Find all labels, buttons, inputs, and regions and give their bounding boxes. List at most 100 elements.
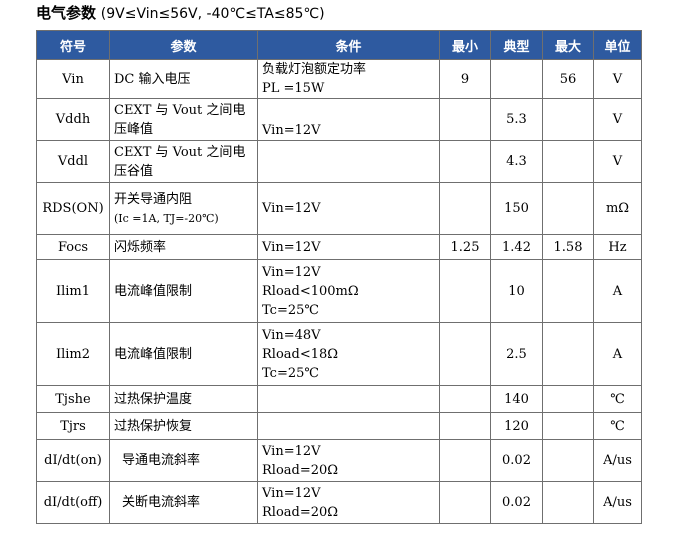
column-header: 单位	[593, 30, 642, 60]
typ-cell: 1.42	[490, 234, 543, 260]
typ-cell	[490, 59, 543, 99]
unit-cell: V	[593, 140, 642, 183]
symbol-cell: Tjrs	[36, 412, 110, 440]
condition-line: Vin=12V	[262, 443, 321, 459]
param-note: (Ic =1A, TJ=-20℃)	[114, 211, 219, 225]
condition-cell: Vin=48V Rload<18Ω Tc=25℃	[257, 322, 440, 386]
condition-cell: Vin=12V Rload=20Ω	[257, 439, 440, 482]
max-cell: 1.58	[542, 234, 594, 260]
param-line: 开关导通内阻	[114, 191, 193, 207]
condition-cell	[257, 385, 440, 413]
param-cell: 电流峰值限制	[109, 259, 258, 323]
condition-cell	[257, 140, 440, 183]
typ-cell: 140	[490, 385, 543, 413]
min-cell	[439, 140, 491, 183]
condition-line: Vin=12V	[262, 485, 321, 501]
heading-title: 电气参数	[36, 4, 97, 22]
min-cell	[439, 439, 491, 482]
typ-cell: 0.02	[490, 481, 543, 524]
min-cell	[439, 322, 491, 386]
table-row: Tjrs 过热保护恢复 120 ℃	[36, 412, 642, 440]
unit-cell: A/us	[593, 439, 642, 482]
typ-cell: 10	[490, 259, 543, 323]
condition-cell: 负载灯泡额定功率 PL =15W	[257, 59, 440, 99]
param-cell: 过热保护温度	[109, 385, 258, 413]
condition-cell: Vin=12V	[257, 234, 440, 260]
param-cell: 电流峰值限制	[109, 322, 258, 386]
table-row: Ilim2 电流峰值限制 Vin=48V Rload<18Ω Tc=25℃ 2.…	[36, 322, 642, 386]
max-cell	[542, 98, 594, 141]
symbol-cell: Vddh	[36, 98, 110, 141]
condition-line: Rload=20Ω	[262, 504, 339, 520]
table-row: Ilim1 电流峰值限制 Vin=12V Rload<100mΩ Tc=25℃ …	[36, 259, 642, 323]
column-header: 条件	[257, 30, 440, 60]
column-header: 符号	[36, 30, 110, 60]
condition-line: 负载灯泡额定功率	[262, 62, 367, 77]
param-cell: DC 输入电压	[109, 59, 258, 99]
max-cell	[542, 140, 594, 183]
table-row: RDS(ON) 开关导通内阻 (Ic =1A, TJ=-20℃) Vin=12V…	[36, 182, 642, 235]
min-cell	[439, 481, 491, 524]
unit-cell: A/us	[593, 481, 642, 524]
typ-cell: 2.5	[490, 322, 543, 386]
symbol-cell: Ilim2	[36, 322, 110, 386]
column-header: 典型	[490, 30, 543, 60]
condition-line: Tc=25℃	[262, 302, 319, 318]
symbol-cell: RDS(ON)	[36, 182, 110, 235]
param-cell: 导通电流斜率	[109, 439, 258, 482]
max-cell	[542, 385, 594, 413]
max-cell: 56	[542, 59, 594, 99]
param-cell: 过热保护恢复	[109, 412, 258, 440]
param-cell: 闪烁频率	[109, 234, 258, 260]
max-cell	[542, 182, 594, 235]
condition-line: Tc=25℃	[262, 365, 319, 381]
min-cell: 1.25	[439, 234, 491, 260]
unit-cell: ℃	[593, 385, 642, 413]
typ-cell: 0.02	[490, 439, 543, 482]
symbol-cell: Vin	[36, 59, 110, 99]
symbol-cell: Ilim1	[36, 259, 110, 323]
param-cell: 关断电流斜率	[109, 481, 258, 524]
table-row: Tjshe 过热保护温度 140 ℃	[36, 385, 642, 413]
symbol-cell: dI/dt(off)	[36, 481, 110, 524]
table-row: Vddl CEXT 与 Vout 之间电压谷值 4.3 V	[36, 140, 642, 183]
unit-cell: Hz	[593, 234, 642, 260]
table-row: dI/dt(off) 关断电流斜率 Vin=12V Rload=20Ω 0.02…	[36, 481, 642, 524]
typ-cell: 120	[490, 412, 543, 440]
column-header: 最小	[439, 30, 491, 60]
symbol-cell: Tjshe	[36, 385, 110, 413]
param-cell: CEXT 与 Vout 之间电压谷值	[109, 140, 258, 183]
page-heading: 电气参数 (9V≤Vin≤56V, -40℃≤TA≤85℃)	[36, 2, 325, 23]
condition-cell: Vin=12V	[257, 182, 440, 235]
unit-cell: mΩ	[593, 182, 642, 235]
symbol-cell: dI/dt(on)	[36, 439, 110, 482]
heading-condition: (9V≤Vin≤56V, -40℃≤TA≤85℃)	[100, 6, 325, 22]
condition-line: PL =15W	[262, 81, 325, 96]
min-cell	[439, 385, 491, 413]
condition-line: Rload<100mΩ	[262, 283, 359, 299]
table-row: Vddh CEXT 与 Vout 之间电压峰值 Vin=12V 5.3 V	[36, 98, 642, 141]
unit-cell: V	[593, 59, 642, 99]
column-header: 参数	[109, 30, 258, 60]
max-cell	[542, 259, 594, 323]
min-cell: 9	[439, 59, 491, 99]
unit-cell: A	[593, 259, 642, 323]
min-cell	[439, 98, 491, 141]
param-cell: 开关导通内阻 (Ic =1A, TJ=-20℃)	[109, 182, 258, 235]
condition-cell	[257, 412, 440, 440]
min-cell	[439, 182, 491, 235]
typ-cell: 150	[490, 182, 543, 235]
param-cell: CEXT 与 Vout 之间电压峰值	[109, 98, 258, 141]
unit-cell: V	[593, 98, 642, 141]
symbol-cell: Focs	[36, 234, 110, 260]
table-row: Focs 闪烁频率 Vin=12V 1.25 1.42 1.58 Hz	[36, 234, 642, 260]
table-header-row: 符号 参数 条件 最小 典型 最大 单位	[36, 30, 642, 60]
typ-cell: 4.3	[490, 140, 543, 183]
condition-line: Vin=12V	[262, 264, 321, 280]
max-cell	[542, 481, 594, 524]
electrical-parameters-table: 符号 参数 条件 最小 典型 最大 单位 Vin DC 输入电压 负载灯泡额定功…	[36, 30, 642, 524]
max-cell	[542, 439, 594, 482]
unit-cell: A	[593, 322, 642, 386]
condition-line: Vin=48V	[262, 327, 321, 343]
condition-line: Rload<18Ω	[262, 346, 339, 362]
